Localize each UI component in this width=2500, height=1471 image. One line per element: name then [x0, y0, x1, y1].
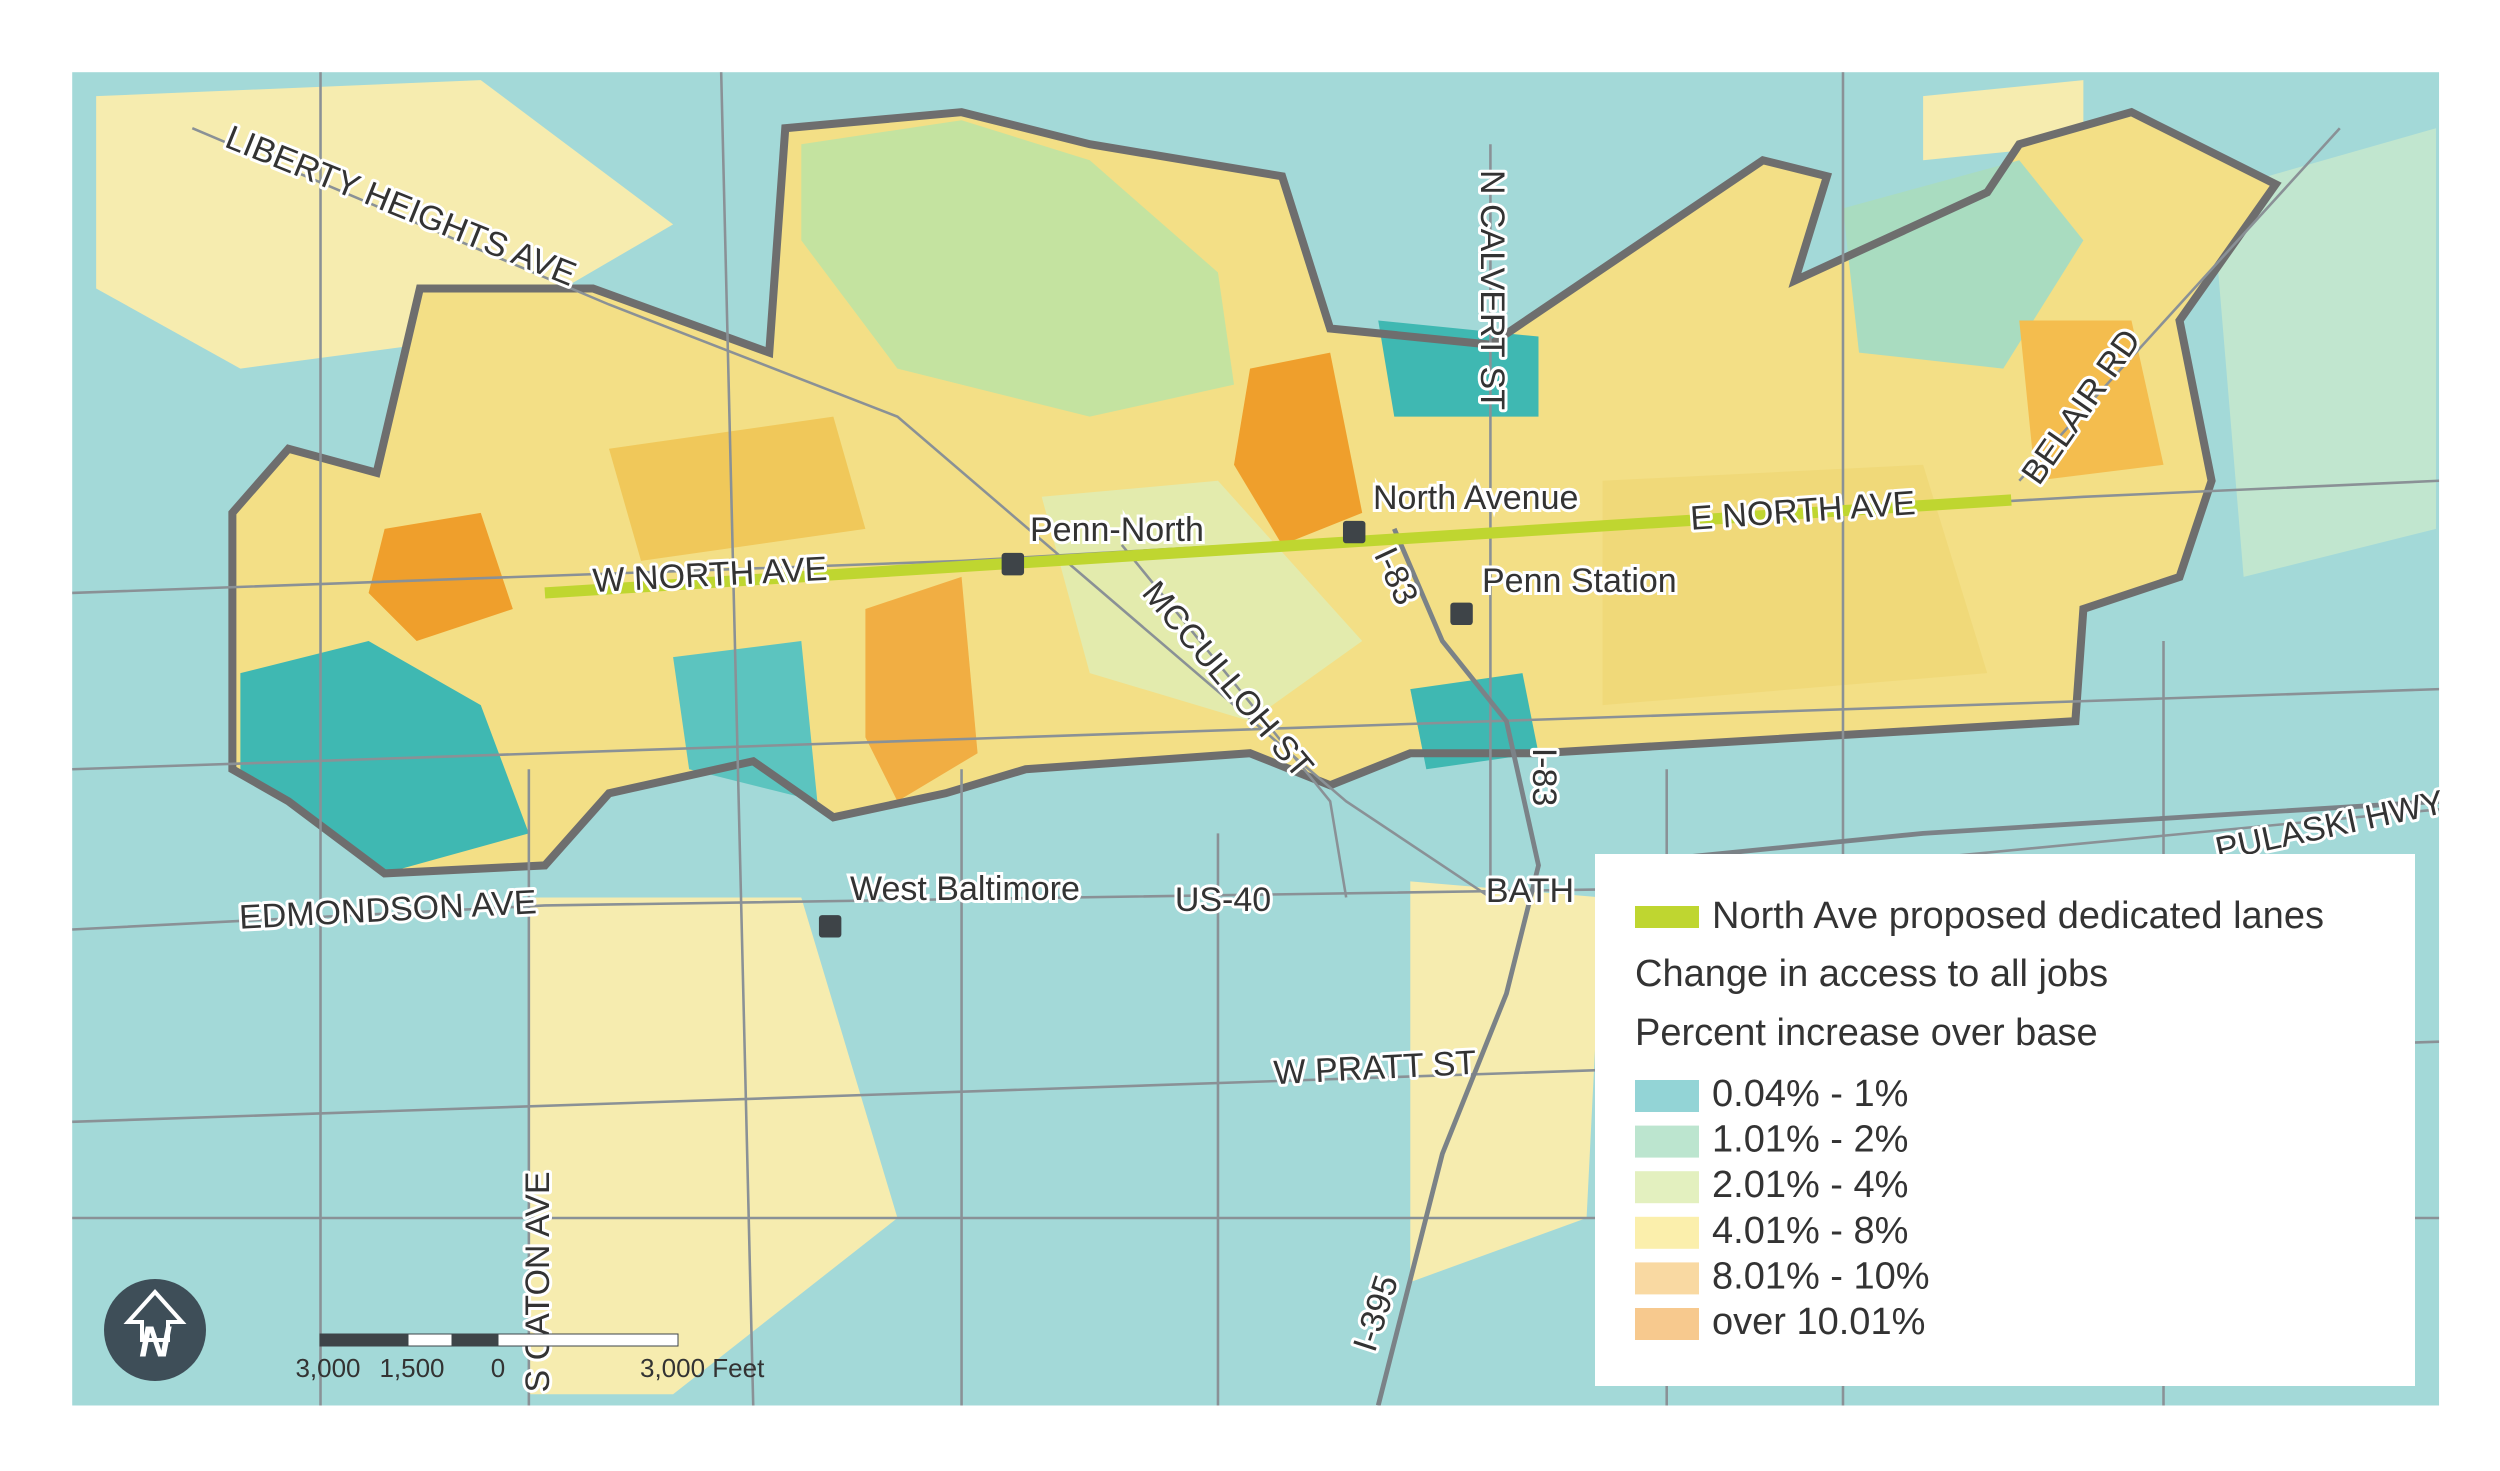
map	[72, 72, 2440, 1406]
scale-segment	[497, 1333, 679, 1347]
legend-swatch	[1635, 906, 1699, 928]
park	[801, 120, 1235, 417]
street-label: I-83	[1525, 748, 1563, 807]
scale-segment	[319, 1333, 409, 1347]
park	[1842, 160, 2084, 369]
legend-class-label: 1.01% - 2%	[1712, 1119, 1908, 1161]
scale-label: 0	[491, 1353, 505, 1383]
high-change	[1234, 352, 1363, 545]
scale-segment	[407, 1333, 453, 1347]
legend-swatch	[1635, 1080, 1699, 1112]
mid-change	[608, 416, 866, 561]
scale-label: 3,000	[295, 1353, 360, 1383]
low-change	[1378, 320, 1539, 417]
high-change	[368, 512, 513, 642]
legend-title: Change in access to all jobs	[1635, 953, 2108, 995]
legend-swatch	[1635, 1216, 1699, 1249]
zone	[1410, 881, 1603, 1283]
north-arrow-shape	[123, 1289, 187, 1342]
scale-label: 1,500	[379, 1353, 444, 1383]
legend-swatch	[1635, 1262, 1699, 1295]
proposed-lanes	[544, 494, 2012, 599]
low-change	[673, 641, 818, 802]
scale-bar: 3,000 1,500 0 3,000 Feet	[295, 1333, 765, 1383]
station-label: Penn Station	[1482, 562, 1677, 600]
legend: North Ave proposed dedicated lanes Chang…	[1595, 854, 2415, 1386]
legend-class-label: 2.01% - 4%	[1712, 1164, 1908, 1206]
scale-label: 3,000 Feet	[640, 1353, 765, 1383]
legend-swatch	[1635, 1125, 1699, 1158]
high-change	[865, 576, 978, 802]
legend-label: North Ave proposed dedicated lanes	[1712, 895, 2324, 937]
mid-change	[1041, 480, 1363, 722]
legend-class-label: 8.01% - 10%	[1712, 1255, 1930, 1297]
legend-swatch	[1635, 1171, 1699, 1204]
street-label: N CALVERT ST	[1473, 170, 1511, 410]
zone	[2211, 128, 2436, 577]
station-icons	[818, 520, 1473, 938]
legend-subtitle: Percent increase over base	[1635, 1012, 2098, 1054]
station-label: West Baltimore	[850, 870, 1080, 908]
legend-box	[1595, 854, 2415, 1386]
station-label: Penn-North	[1030, 511, 1204, 549]
street-label: S CATON AVE	[519, 1171, 557, 1392]
north-arrow: N	[104, 1279, 206, 1381]
legend-class-label: 0.04% - 1%	[1712, 1073, 1908, 1115]
legend-swatch	[1635, 1308, 1699, 1340]
north-arrow-circle	[104, 1279, 206, 1381]
street-label: US-40	[1175, 881, 1271, 919]
legend-class-label: 4.01% - 8%	[1712, 1210, 1908, 1252]
legend-class-label: over 10.01%	[1712, 1301, 1925, 1343]
zone	[528, 897, 898, 1395]
station-label: North Avenue	[1373, 479, 1578, 517]
north-arrow-letter: N	[139, 1318, 172, 1367]
legend-classes: 0.04% - 1%1.01% - 2%2.01% - 4%4.01% - 8%…	[1635, 1073, 1930, 1343]
street-label: BATH	[1486, 872, 1574, 910]
scale-segment	[451, 1333, 499, 1347]
